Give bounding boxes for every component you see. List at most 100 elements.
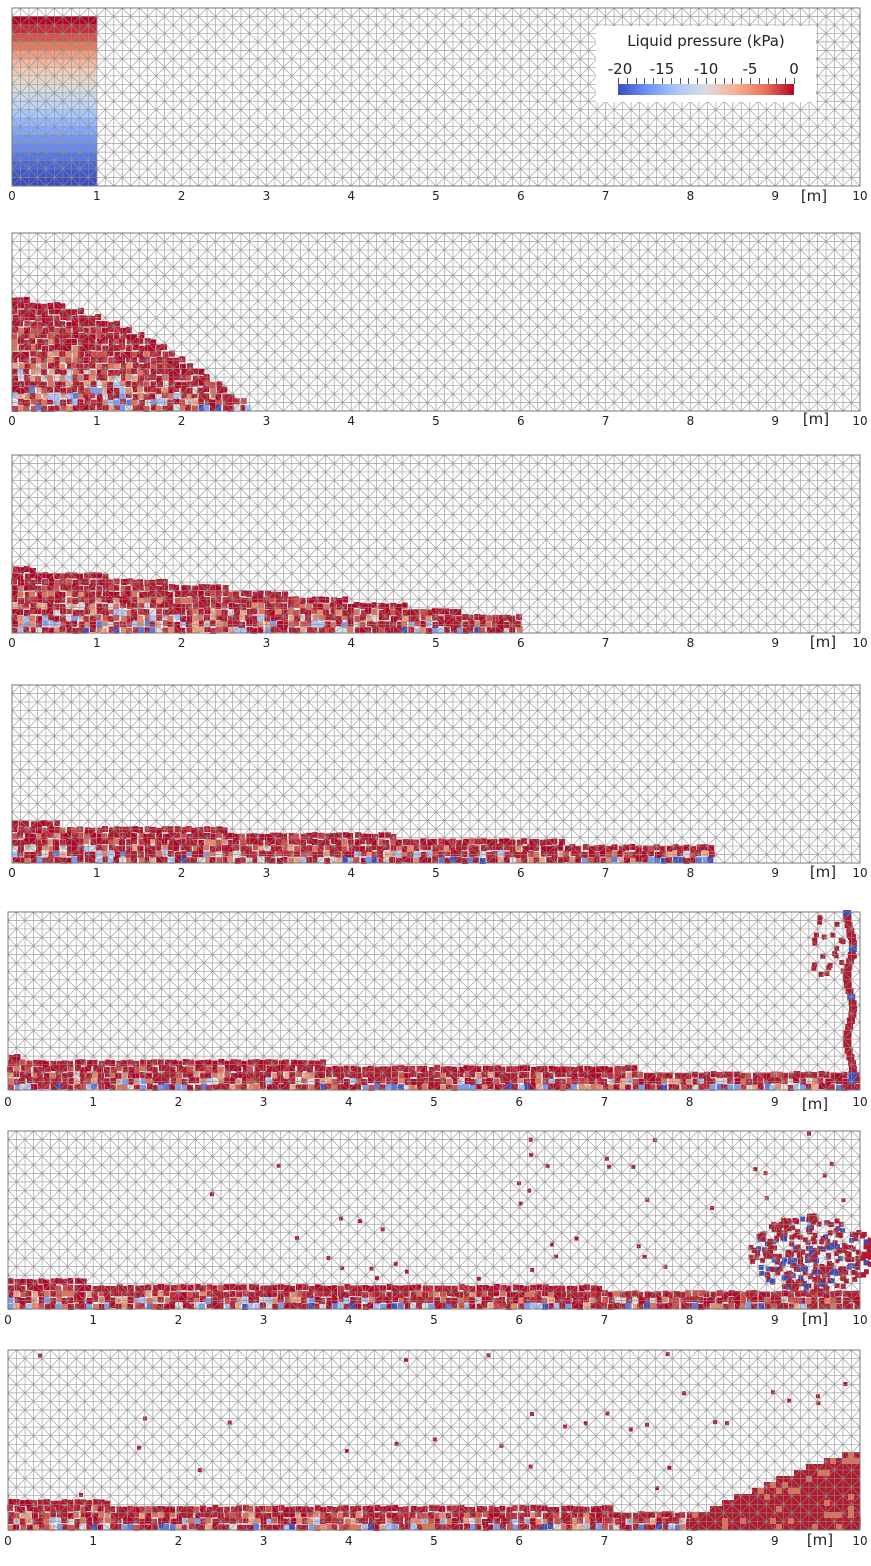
fluid-cell bbox=[571, 1511, 578, 1518]
fluid-cell bbox=[96, 393, 103, 400]
fluid-cell bbox=[403, 1066, 410, 1073]
fluid-cell bbox=[698, 1072, 705, 1079]
fluid-cell bbox=[193, 1296, 200, 1303]
fluid-cell bbox=[312, 832, 319, 839]
fluid-cell bbox=[72, 380, 79, 387]
fluid-cell bbox=[11, 339, 18, 346]
fluid-cell bbox=[800, 1290, 807, 1297]
fluid-cell bbox=[192, 596, 199, 603]
fluid-cell bbox=[311, 620, 318, 627]
fluid-cell bbox=[439, 1302, 446, 1309]
fluid-cell bbox=[531, 1066, 537, 1073]
wave-cell bbox=[812, 1488, 818, 1494]
fluid-cell bbox=[462, 627, 469, 634]
fluid-cell bbox=[371, 844, 378, 851]
fluid-cell bbox=[169, 1296, 176, 1303]
fluid-cell bbox=[263, 850, 270, 857]
fluid-cell bbox=[709, 1084, 716, 1091]
fluid-cell bbox=[595, 1285, 602, 1292]
wave-cell bbox=[728, 1506, 734, 1512]
fluid-cell bbox=[512, 1291, 519, 1298]
fluid-cell bbox=[210, 602, 217, 609]
fluid-cell bbox=[96, 368, 103, 375]
fluid-cell bbox=[72, 627, 79, 634]
fluid-cell bbox=[60, 833, 67, 840]
fluid-cell bbox=[233, 838, 240, 845]
fluid-cell bbox=[72, 332, 79, 339]
fluid-cell bbox=[120, 351, 127, 358]
fluid-cell bbox=[403, 1285, 410, 1292]
wave-cell bbox=[800, 1476, 806, 1482]
fluid-cell bbox=[683, 844, 690, 851]
fluid-cell bbox=[476, 1505, 483, 1512]
wave-cell bbox=[800, 1518, 806, 1524]
splash-cell bbox=[852, 1276, 858, 1282]
fluid-cell bbox=[649, 1084, 656, 1091]
fluid-cell bbox=[188, 1077, 195, 1084]
splash-cell bbox=[866, 1252, 871, 1258]
fluid-cell bbox=[413, 839, 420, 846]
x-tick-label: 3 bbox=[263, 189, 271, 203]
spray-droplet bbox=[710, 1205, 715, 1210]
x-tick-label: 10 bbox=[852, 414, 867, 428]
fluid-cell bbox=[853, 1077, 860, 1084]
fluid-cell bbox=[137, 620, 144, 627]
fluid-cell bbox=[14, 1284, 21, 1291]
fluid-cell bbox=[524, 1290, 531, 1297]
fluid-cell bbox=[607, 1517, 614, 1524]
fluid-cell bbox=[32, 1284, 39, 1291]
fluid-cell bbox=[138, 591, 145, 598]
fluid-cell bbox=[354, 615, 361, 622]
fluid-cell bbox=[650, 1518, 657, 1525]
finite-element-mesh bbox=[11, 684, 861, 864]
fluid-cell bbox=[74, 1278, 81, 1285]
fluid-cell bbox=[65, 308, 72, 315]
fluid-cell bbox=[193, 1518, 200, 1525]
fluid-cell bbox=[156, 827, 163, 834]
colorbar-minor-tick bbox=[794, 78, 795, 84]
fluid-cell bbox=[354, 832, 361, 839]
fluid-cell bbox=[12, 392, 19, 399]
fluid-cell bbox=[248, 1291, 255, 1298]
fluid-cell bbox=[49, 1284, 56, 1291]
fluid-cell bbox=[511, 1517, 518, 1524]
fluid-cell bbox=[463, 1083, 470, 1090]
wave-cell bbox=[752, 1500, 758, 1506]
fluid-cell bbox=[751, 1290, 758, 1297]
fluid-cell bbox=[234, 857, 241, 864]
fluid-cell bbox=[710, 1071, 717, 1078]
fluid-cell bbox=[577, 1506, 584, 1513]
fluid-cell bbox=[167, 591, 174, 598]
fluid-cell bbox=[95, 344, 102, 351]
fluid-cell bbox=[168, 357, 175, 364]
fluid-cell bbox=[29, 386, 36, 393]
fluid-cell bbox=[210, 609, 217, 616]
fluid-cell bbox=[180, 832, 187, 839]
fluid-cell bbox=[242, 1303, 249, 1310]
fluid-cell bbox=[307, 1511, 314, 1518]
fluid-cell bbox=[299, 602, 306, 609]
fluid-cell bbox=[74, 1303, 81, 1310]
fluid-cell bbox=[61, 1505, 68, 1512]
fluid-cell bbox=[12, 405, 19, 412]
fluid-cell bbox=[401, 626, 408, 633]
fluid-cell bbox=[71, 833, 78, 840]
fluid-cell bbox=[296, 1517, 303, 1524]
fluid-cell bbox=[150, 357, 157, 364]
fluid-cell bbox=[644, 1291, 651, 1298]
fluid-cell bbox=[120, 332, 127, 339]
splash-cell bbox=[812, 1233, 818, 1239]
x-tick-label: 9 bbox=[771, 1313, 779, 1327]
fluid-cell bbox=[139, 1518, 146, 1525]
fluid-cell bbox=[13, 1524, 20, 1531]
fluid-cell bbox=[127, 1511, 134, 1518]
fluid-cell bbox=[410, 1303, 417, 1310]
fluid-cell bbox=[467, 626, 474, 633]
fluid-cell bbox=[306, 597, 313, 604]
fluid-cell bbox=[89, 315, 96, 322]
fluid-cell bbox=[510, 857, 517, 864]
fluid-cell bbox=[542, 1071, 549, 1078]
splash-cell bbox=[763, 1251, 769, 1257]
fluid-cell bbox=[131, 832, 138, 839]
wave-cell bbox=[848, 1506, 854, 1512]
